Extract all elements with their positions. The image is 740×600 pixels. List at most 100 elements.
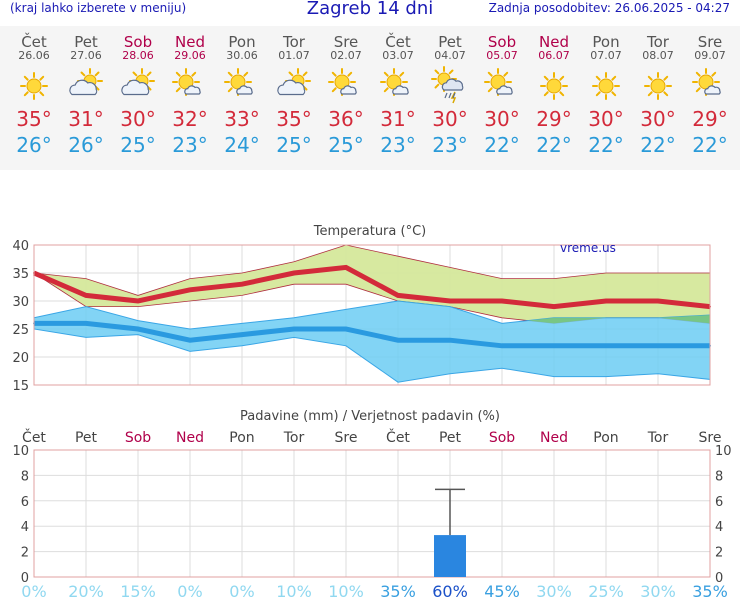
- day-column: Sre 02.07 36° 25°: [320, 26, 372, 158]
- plot-frame: [33, 449, 711, 578]
- y-tick-label: 20: [12, 351, 29, 366]
- max-temperature-point: [241, 283, 243, 286]
- day-column: Pet 27.06 31° 26°: [60, 26, 112, 158]
- y-tick-label-right: 10: [715, 444, 732, 459]
- min-temperature: 23°: [380, 133, 416, 157]
- weather-icon: [372, 66, 424, 106]
- max-temperature: 30°: [588, 107, 624, 131]
- x-tick-label: Ned: [540, 430, 568, 446]
- precipitation-bar: [434, 535, 466, 577]
- x-tick-label: Sre: [335, 430, 358, 446]
- max-temperature-point: [501, 300, 503, 302]
- precipitation-probability: 20%: [68, 582, 104, 600]
- y-tick-label: 35: [12, 267, 29, 282]
- min-temperature-point: [189, 339, 191, 342]
- day-name: Sre: [697, 33, 723, 51]
- min-temperature-point: [605, 344, 607, 347]
- max-temperature-point: [553, 305, 555, 308]
- weather-icon: [112, 66, 164, 106]
- day-date: 05.07: [486, 49, 518, 62]
- min-temperature: 22°: [692, 133, 728, 157]
- max-temperature: 31°: [380, 107, 416, 131]
- weather-icon: [528, 66, 580, 106]
- weather-icon: [268, 66, 320, 106]
- max-temperature-point: [605, 300, 607, 302]
- max-temperature-point: [137, 300, 139, 302]
- precipitation-probability: 30%: [640, 582, 676, 600]
- day-name: Ned: [539, 33, 569, 51]
- max-temperature: 30°: [640, 107, 676, 131]
- weather-icon: [320, 66, 372, 106]
- min-temperature: 25°: [120, 133, 156, 157]
- weather-icon: [684, 66, 736, 106]
- min-temperature-point: [501, 344, 503, 347]
- day-name: Čet: [385, 33, 411, 51]
- x-tick-label: Sob: [489, 430, 515, 446]
- max-temperature-point: [657, 300, 659, 302]
- min-temperature-point: [449, 339, 451, 342]
- partly-cloudy-icon: [69, 68, 103, 96]
- sun-cloud-icon: [172, 68, 201, 96]
- partly-cloudy-icon: [277, 68, 311, 96]
- day-name: Sre: [333, 33, 359, 51]
- min-temperature-point: [85, 322, 87, 325]
- day-name: Sob: [487, 33, 517, 51]
- plot-frame: [33, 244, 711, 386]
- min-temperature: 23°: [172, 133, 208, 157]
- y-tick-label-right: 4: [715, 520, 723, 535]
- max-temperature: 36°: [328, 107, 364, 131]
- day-date: 01.07: [278, 49, 310, 62]
- x-tick-label: Pon: [229, 430, 254, 446]
- day-name: Ned: [175, 33, 205, 51]
- day-column: Pon 07.07 30° 22°: [580, 26, 632, 158]
- day-column: Čet 03.07 31° 23°: [372, 26, 424, 158]
- weather-icon: [164, 66, 216, 106]
- location-menu-hint[interactable]: (kraj lahko izberete v meniju): [10, 1, 187, 15]
- day-column: Ned 29.06 32° 23°: [164, 26, 216, 158]
- max-temperature: 31°: [68, 107, 104, 131]
- max-temperature-point: [189, 288, 191, 291]
- min-temperature: 26°: [68, 133, 104, 157]
- day-name: Čet: [21, 33, 47, 51]
- day-date: 02.07: [330, 49, 362, 62]
- x-tick-label: Čet: [22, 428, 46, 446]
- max-temperature: 35°: [16, 107, 52, 131]
- precipitation-probability: 15%: [120, 582, 156, 600]
- max-temperature: 33°: [224, 107, 260, 131]
- day-date: 30.06: [226, 49, 258, 62]
- min-temperature: 22°: [536, 133, 572, 157]
- watermark: vreme.us: [560, 241, 616, 255]
- max-temperature: 30°: [432, 107, 468, 131]
- day-date: 26.06: [18, 49, 50, 62]
- min-temperature-point: [293, 328, 295, 330]
- day-date: 29.06: [174, 49, 206, 62]
- x-tick-label: Sob: [125, 430, 151, 446]
- y-tick-label-left: 0: [21, 571, 29, 586]
- precipitation-probability: 0%: [177, 582, 202, 600]
- day-name: Pon: [592, 33, 620, 51]
- x-tick-label: Pon: [593, 430, 618, 446]
- max-temperature: 29°: [536, 107, 572, 131]
- precipitation-probability: 35%: [380, 582, 416, 600]
- x-tick-label: Čet: [386, 428, 410, 446]
- y-tick-label-right: 0: [715, 571, 723, 586]
- day-column: Tor 08.07 30° 22°: [632, 26, 684, 158]
- y-tick-label-left: 4: [21, 520, 29, 535]
- min-temperature-point: [241, 333, 243, 336]
- min-temperature: 25°: [328, 133, 364, 157]
- sun-cloud-icon: [692, 68, 721, 96]
- y-tick-label-right: 6: [715, 495, 723, 510]
- y-tick-label-left: 10: [12, 444, 29, 459]
- min-temperature-point: [657, 344, 659, 347]
- min-temperature: 22°: [588, 133, 624, 157]
- weather-icon: [580, 66, 632, 106]
- sun-icon: [592, 72, 620, 100]
- day-date: 06.07: [538, 49, 570, 62]
- day-name: Sob: [123, 33, 153, 51]
- sun-cloud-icon: [484, 68, 513, 96]
- weather-icon: [476, 66, 528, 106]
- y-tick-label-left: 2: [21, 546, 29, 561]
- day-date: 09.07: [694, 49, 726, 62]
- min-temperature: 23°: [432, 133, 468, 157]
- x-tick-label: Ned: [176, 430, 204, 446]
